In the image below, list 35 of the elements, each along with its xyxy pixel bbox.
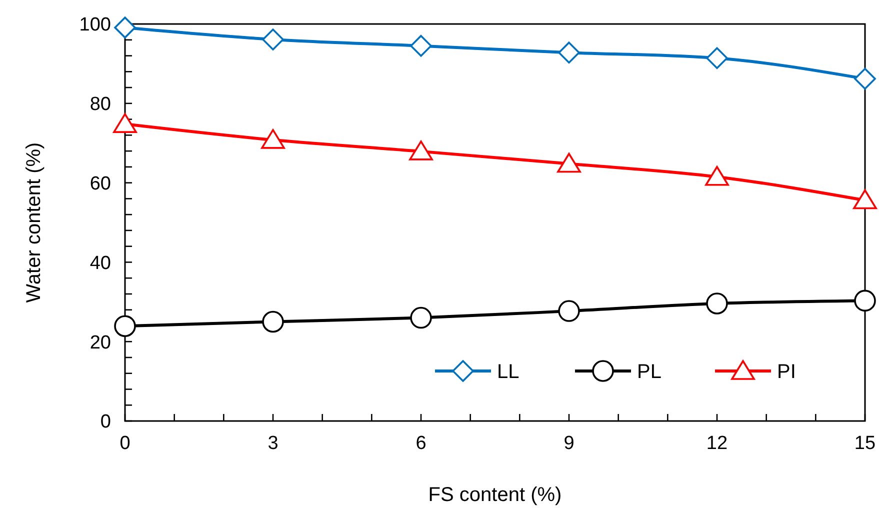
point bbox=[262, 28, 284, 50]
point bbox=[114, 16, 136, 38]
point bbox=[705, 166, 729, 186]
point bbox=[410, 306, 432, 329]
y-tick-label: 20 bbox=[90, 332, 111, 354]
legend-label: PL bbox=[637, 361, 662, 383]
point bbox=[853, 189, 877, 210]
x-tick-label: 6 bbox=[416, 433, 426, 454]
y-axis-title: Water content (%) bbox=[23, 142, 45, 303]
x-axis-title: FS content (%) bbox=[428, 484, 562, 506]
legend-label: LL bbox=[497, 361, 520, 383]
point bbox=[706, 292, 728, 314]
point bbox=[261, 129, 285, 149]
x-tick-label: 12 bbox=[706, 433, 728, 454]
point bbox=[409, 140, 433, 160]
point bbox=[262, 310, 284, 333]
x-tick-label: 9 bbox=[564, 433, 574, 454]
point bbox=[410, 34, 432, 57]
point bbox=[113, 113, 137, 133]
x-tick-label: 3 bbox=[268, 433, 278, 454]
y-tick-label: 0 bbox=[100, 412, 111, 433]
y-tick-label: 100 bbox=[79, 14, 111, 36]
point bbox=[114, 315, 136, 338]
point bbox=[706, 47, 728, 70]
x-tick-label: 0 bbox=[120, 433, 130, 454]
x-tick-label: 15 bbox=[854, 433, 876, 454]
y-tick-label: 60 bbox=[90, 173, 111, 194]
point bbox=[854, 290, 876, 312]
y-tick-label: 80 bbox=[90, 94, 111, 116]
y-tick-label: 40 bbox=[90, 252, 111, 274]
point bbox=[557, 152, 581, 173]
point bbox=[558, 300, 580, 322]
point bbox=[854, 68, 876, 90]
legend-label: PI bbox=[777, 361, 796, 383]
point bbox=[558, 42, 580, 64]
